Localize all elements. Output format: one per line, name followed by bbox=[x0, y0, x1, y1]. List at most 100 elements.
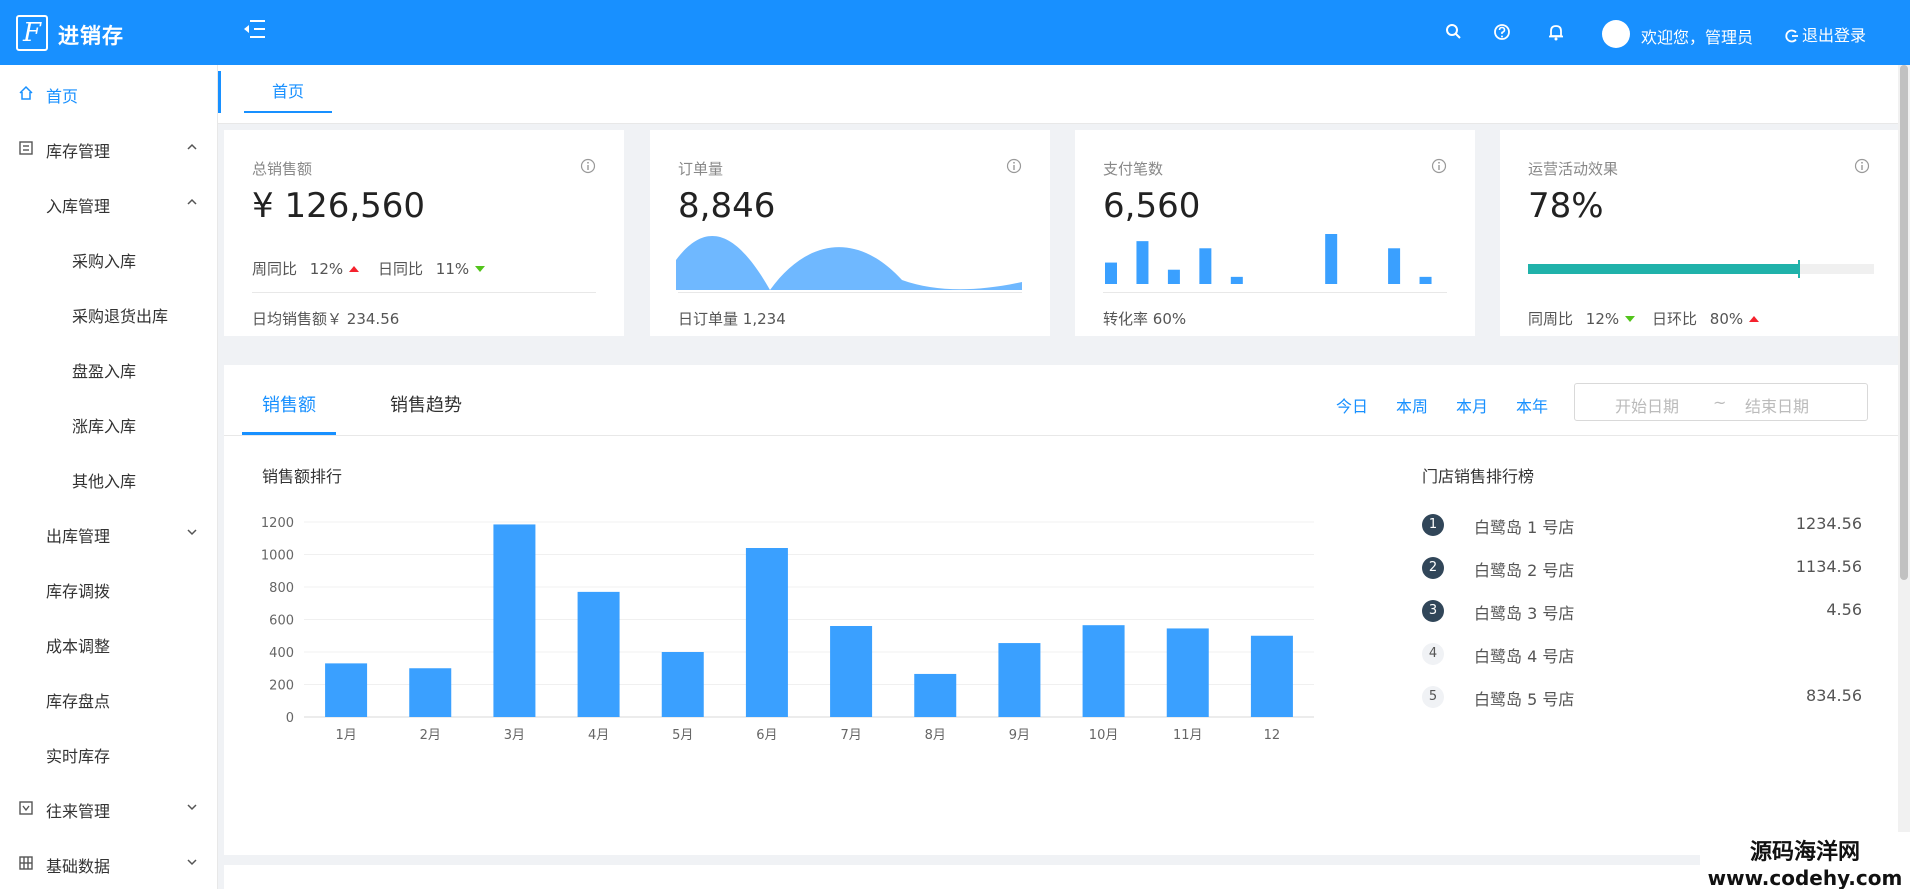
tab-home[interactable]: 首页 bbox=[244, 79, 332, 113]
sidebar-item-realtime-stock[interactable]: 实时库存 bbox=[0, 733, 218, 773]
chart-bar[interactable] bbox=[493, 524, 536, 717]
range-month[interactable]: 本月 bbox=[1456, 397, 1489, 416]
avatar[interactable] bbox=[1602, 20, 1630, 48]
rank-badge: 2 bbox=[1422, 557, 1444, 579]
account-icon bbox=[19, 801, 33, 815]
sidebar-item-other-in[interactable]: 其他入库 bbox=[0, 458, 218, 498]
sidebar-item-stocktake[interactable]: 库存盘点 bbox=[0, 678, 218, 718]
scrollbar-thumb[interactable] bbox=[1900, 65, 1908, 580]
card-title: 订单量 bbox=[678, 160, 724, 178]
chevron-up-icon bbox=[187, 143, 197, 150]
store-sales-value: 1234.56 bbox=[1795, 514, 1862, 533]
chart-bar[interactable] bbox=[914, 673, 957, 717]
card-footer: 转化率 60% bbox=[1103, 308, 1186, 329]
sidebar-item-basic-data[interactable]: 基础数据 bbox=[0, 843, 218, 883]
card-title: 总销售额 bbox=[252, 160, 313, 178]
menu-fold-icon[interactable] bbox=[242, 18, 266, 40]
mini-bar bbox=[1230, 276, 1243, 284]
card-campaign: 运营活动效果 78% 同周比 12% 日环比 80% bbox=[1500, 130, 1898, 336]
search-icon[interactable] bbox=[1444, 22, 1464, 42]
mini-bar bbox=[1388, 248, 1401, 284]
chart-bar[interactable] bbox=[1166, 628, 1209, 717]
list-item[interactable]: 1 白鹭岛 1 号店 1234.56 bbox=[1422, 511, 1862, 539]
sidebar-item-stock-out[interactable]: 出库管理 bbox=[0, 513, 218, 553]
sidebar-item-purchase-in[interactable]: 采购入库 bbox=[0, 238, 218, 278]
tab-sales-trend[interactable]: 销售趋势 bbox=[390, 395, 462, 416]
trend-down-icon bbox=[475, 266, 486, 272]
chart-bar[interactable] bbox=[325, 663, 368, 717]
list-item[interactable]: 5 白鹭岛 5 号店 834.56 bbox=[1422, 683, 1862, 711]
sidebar-item-cost-adjust[interactable]: 成本调整 bbox=[0, 623, 218, 663]
store-name: 白鹭岛 2 号店 bbox=[1474, 561, 1575, 580]
range-year[interactable]: 本年 bbox=[1516, 397, 1549, 416]
sidebar-item-purchase-return[interactable]: 采购退货出库 bbox=[0, 293, 218, 333]
sidebar-item-transfer[interactable]: 库存调拨 bbox=[0, 568, 218, 608]
list-item[interactable]: 4 白鹭岛 4 号店 bbox=[1422, 640, 1862, 668]
footer-value: 1,234 bbox=[742, 310, 786, 328]
sidebar-item-label: 其他入库 bbox=[72, 472, 137, 491]
chart-bar[interactable] bbox=[1082, 625, 1125, 717]
store-name: 白鹭岛 1 号店 bbox=[1474, 518, 1575, 537]
footer-label: 转化率 bbox=[1103, 310, 1149, 328]
x-tick-label: 8月 bbox=[925, 728, 946, 743]
sidebar-item-surplus-in[interactable]: 盘盈入库 bbox=[0, 348, 218, 388]
date-start-input[interactable]: 开始日期 bbox=[1615, 397, 1680, 416]
sidebar-item-label: 往来管理 bbox=[46, 802, 111, 821]
store-name: 白鹭岛 5 号店 bbox=[1474, 690, 1575, 709]
watermark-line1: 源码海洋网 bbox=[1749, 840, 1860, 865]
x-tick-label: 11月 bbox=[1173, 728, 1203, 743]
info-icon[interactable] bbox=[1431, 158, 1447, 174]
card-footer: 日均销售额￥ 234.56 bbox=[252, 308, 399, 329]
x-tick-label: 6月 bbox=[756, 728, 777, 743]
y-tick-label: 400 bbox=[269, 646, 294, 661]
chart-bar[interactable] bbox=[661, 652, 704, 717]
bell-icon[interactable] bbox=[1546, 22, 1566, 42]
wow-trend: 同周比 12% bbox=[1528, 308, 1636, 329]
sidebar-item-inventory[interactable]: 库存管理 bbox=[0, 128, 218, 168]
sidebar-item-label: 采购入库 bbox=[72, 252, 137, 271]
info-icon[interactable] bbox=[580, 158, 596, 174]
top-header: F 进销存 欢迎您，管理员 退出登录 bbox=[0, 0, 1910, 65]
sidebar-item-overflow-in[interactable]: 涨库入库 bbox=[0, 403, 218, 443]
sidebar-item-home[interactable]: 首页 bbox=[0, 73, 218, 113]
x-tick-label: 4月 bbox=[588, 728, 609, 743]
logout-label: 退出登录 bbox=[1802, 26, 1867, 45]
chart-bar[interactable] bbox=[409, 668, 452, 717]
question-icon[interactable] bbox=[1492, 22, 1512, 42]
tab-underline bbox=[242, 432, 336, 435]
info-icon[interactable] bbox=[1006, 158, 1022, 174]
sidebar-item-stock-in[interactable]: 入库管理 bbox=[0, 183, 218, 223]
sidebar-item-label: 涨库入库 bbox=[72, 417, 137, 436]
chart-bar[interactable] bbox=[745, 548, 788, 717]
chart-bar[interactable] bbox=[1250, 635, 1293, 717]
store-sales-value: 4.56 bbox=[1826, 600, 1862, 619]
site-watermark: 源码海洋网 www.codehy.com bbox=[1700, 832, 1910, 889]
chart-bar[interactable] bbox=[577, 591, 620, 717]
list-item[interactable]: 3 白鹭岛 3 号店 4.56 bbox=[1422, 597, 1862, 625]
sidebar-item-label: 采购退货出库 bbox=[72, 307, 169, 326]
sidebar-item-label: 基础数据 bbox=[46, 857, 111, 876]
dod-value: 80% bbox=[1709, 310, 1744, 328]
mini-bar bbox=[1105, 262, 1117, 284]
range-today[interactable]: 今日 bbox=[1336, 397, 1369, 416]
dod-label: 日同比 bbox=[378, 260, 424, 278]
logout-button[interactable]: 退出登录 bbox=[1785, 22, 1866, 46]
chart-bar[interactable] bbox=[998, 643, 1041, 717]
date-range-picker[interactable]: 开始日期 ~ 结束日期 bbox=[1574, 383, 1868, 421]
date-end-input[interactable]: 结束日期 bbox=[1745, 397, 1810, 416]
tab-bar: 首页 bbox=[218, 65, 1898, 124]
page-scrollbar[interactable] bbox=[1898, 65, 1910, 889]
divider bbox=[224, 435, 1898, 436]
range-week[interactable]: 本周 bbox=[1396, 397, 1429, 416]
info-icon[interactable] bbox=[1854, 158, 1870, 174]
list-item[interactable]: 2 白鹭岛 2 号店 1134.56 bbox=[1422, 554, 1862, 582]
trend-up-icon bbox=[1749, 316, 1760, 322]
dod-trend: 日同比 11% bbox=[378, 258, 486, 279]
sidebar-item-accounts[interactable]: 往来管理 bbox=[0, 788, 218, 828]
chart-bar[interactable] bbox=[830, 626, 873, 717]
tab-sales[interactable]: 销售额 bbox=[262, 395, 316, 416]
trend-down-icon bbox=[1625, 316, 1636, 322]
store-sales-value: 1134.56 bbox=[1795, 557, 1862, 576]
welcome-text: 欢迎您，管理员 bbox=[1641, 28, 1754, 47]
wow-trend: 周同比 12% bbox=[252, 258, 360, 279]
